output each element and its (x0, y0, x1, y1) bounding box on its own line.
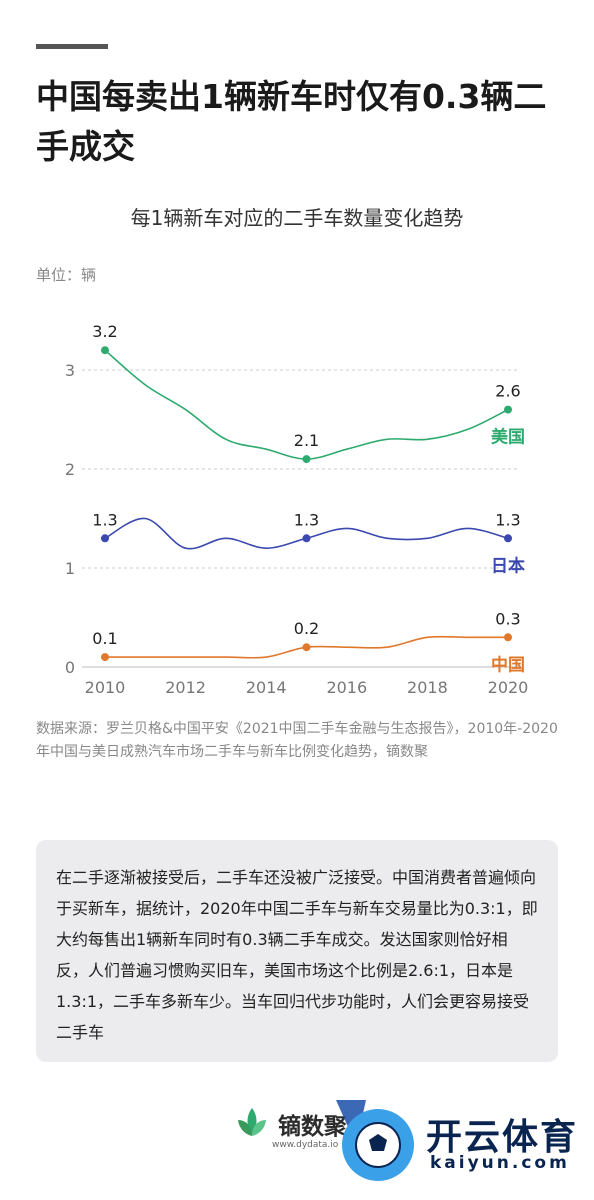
data-label: 1.3 (495, 510, 520, 529)
header-accent-bar (36, 44, 108, 49)
leaf-logo-icon (238, 1108, 266, 1136)
chart-title: 每1辆新车对应的二手车数量变化趋势 (130, 206, 464, 230)
page-title: 中国每卖出1辆新车时仅有0.3辆二手成交 (36, 77, 547, 166)
y-tick-label: 1 (65, 559, 75, 578)
data-label: 2.6 (495, 382, 520, 401)
line-chart: 0 1 2 3 2010 2012 2014 2016 2018 2020 3.2 2.1 2.6 美国 1… (65, 322, 529, 697)
data-point (504, 405, 512, 414)
data-source: 数据来源：罗兰贝格&中国平安《2021中国二手车金融与生态报告》，2010年-2… (36, 721, 558, 760)
data-label: 2.1 (294, 431, 319, 450)
data-point (302, 643, 311, 652)
data-point (101, 653, 109, 662)
series-name-label: 美国 (491, 427, 525, 448)
y-tick-label: 0 (65, 658, 75, 677)
summary-text: 在二手逐渐被接受后，二手车还没被广泛接受。中国消费者普遍倾向于买新车，据统计，2… (56, 868, 538, 1042)
data-point (302, 455, 311, 464)
x-tick-label: 2012 (165, 678, 206, 697)
data-point (504, 633, 512, 642)
brand-name: 镝数聚 (278, 1114, 347, 1140)
x-tick-label: 2014 (246, 678, 287, 697)
partner-name: 开云体育 (426, 1117, 579, 1158)
brand-logo: 镝数聚 (232, 1104, 347, 1144)
series-name-label: 日本 (491, 555, 525, 576)
x-tick-label: 2020 (488, 678, 529, 697)
data-label: 1.3 (294, 510, 319, 529)
y-tick-label: 2 (65, 460, 75, 479)
data-label: 3.2 (92, 322, 117, 341)
soccer-ball-icon (336, 1100, 414, 1181)
data-label: 0.2 (294, 619, 319, 638)
unit-label: 单位：辆 (36, 266, 97, 284)
data-label: 1.3 (92, 510, 117, 529)
x-tick-label: 2018 (407, 678, 448, 697)
brand-url: www.dydata.io (272, 1140, 339, 1150)
x-tick-label: 2010 (85, 678, 126, 697)
data-point (101, 346, 109, 355)
summary-note: 在二手逐渐被接受后，二手车还没被广泛接受。中国消费者普遍倾向于买新车，据统计，2… (36, 840, 558, 1062)
data-point (101, 534, 109, 543)
partner-url: kaiyun.com (430, 1153, 570, 1173)
series-name-label: 中国 (491, 654, 525, 675)
data-label: 0.1 (92, 629, 117, 648)
data-label: 0.3 (495, 609, 520, 628)
x-tick-label: 2016 (326, 678, 367, 697)
data-point (302, 534, 311, 543)
y-tick-label: 3 (65, 361, 75, 380)
data-point (504, 534, 512, 543)
